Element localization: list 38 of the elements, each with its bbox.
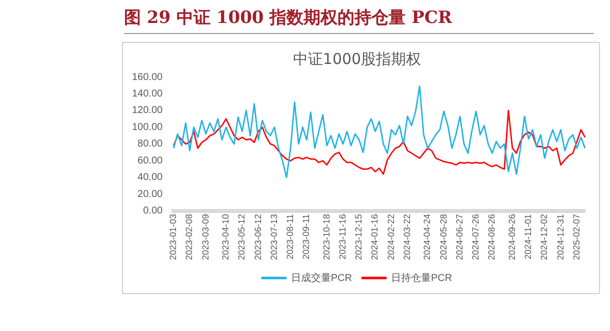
y-tick-label: 80.00 bbox=[138, 138, 164, 150]
x-tick-label: 2024-08-26 bbox=[486, 214, 497, 260]
legend-label: 日持仓量PCR bbox=[391, 272, 452, 284]
x-tick-label: 2023-08-11 bbox=[285, 214, 296, 260]
x-tick-label: 2024-12-02 bbox=[539, 214, 550, 260]
x-tick-label: 2023-02-08 bbox=[184, 214, 194, 260]
y-tick-label: 160.00 bbox=[132, 72, 164, 83]
x-tick-label: 2024-06-27 bbox=[454, 214, 464, 260]
x-tick-label: 2023-11-16 bbox=[337, 214, 348, 260]
x-tick-label: 2023-07-13 bbox=[268, 214, 279, 260]
y-tick-label: 0.00 bbox=[143, 206, 164, 217]
x-tick-label: 2023-04-10 bbox=[220, 214, 231, 260]
x-tick-label: 2023-06-12 bbox=[252, 214, 263, 260]
caption: 图 29 中证 1000 指数期权的持仓量 PCR bbox=[124, 6, 594, 34]
y-tick-label: 40.00 bbox=[138, 172, 164, 184]
x-tick-label: 2024-01-16 bbox=[370, 214, 380, 260]
x-tick-label: 2023-09-11 bbox=[301, 214, 312, 260]
x-tick-label: 2024-07-26 bbox=[470, 214, 481, 260]
x-tick-label: 2024-03-22 bbox=[402, 214, 412, 260]
y-tick-label: 120.00 bbox=[132, 105, 164, 116]
x-tick-label: 2023-12-15 bbox=[354, 214, 364, 260]
y-tick-label: 140.00 bbox=[132, 88, 164, 100]
x-tick-label: 2023-01-03 bbox=[168, 214, 178, 260]
x-tick-label: 2025-02-07 bbox=[571, 214, 582, 260]
chart-title: 中证1000股指期权 bbox=[292, 50, 422, 68]
x-tick-label: 2024-12-31 bbox=[555, 214, 566, 260]
x-tick-label: 2023-05-12 bbox=[236, 214, 247, 260]
x-tick-label: 2023-03-09 bbox=[200, 214, 210, 260]
x-tick-label: 2024-05-28 bbox=[438, 214, 448, 260]
x-tick-label: 2024-02-22 bbox=[386, 214, 396, 260]
x-tick-label: 2024-04-24 bbox=[422, 214, 432, 260]
y-tick-label: 20.00 bbox=[138, 188, 164, 200]
y-tick-label: 60.00 bbox=[138, 155, 164, 166]
legend-label: 日成交量PCR bbox=[290, 272, 352, 284]
x-tick-label: 2024-11-01 bbox=[523, 214, 534, 260]
x-tick-label: 2024-09-26 bbox=[506, 214, 517, 260]
y-tick-label: 100.00 bbox=[132, 122, 164, 133]
x-tick-label: 2023-10-18 bbox=[321, 214, 332, 260]
